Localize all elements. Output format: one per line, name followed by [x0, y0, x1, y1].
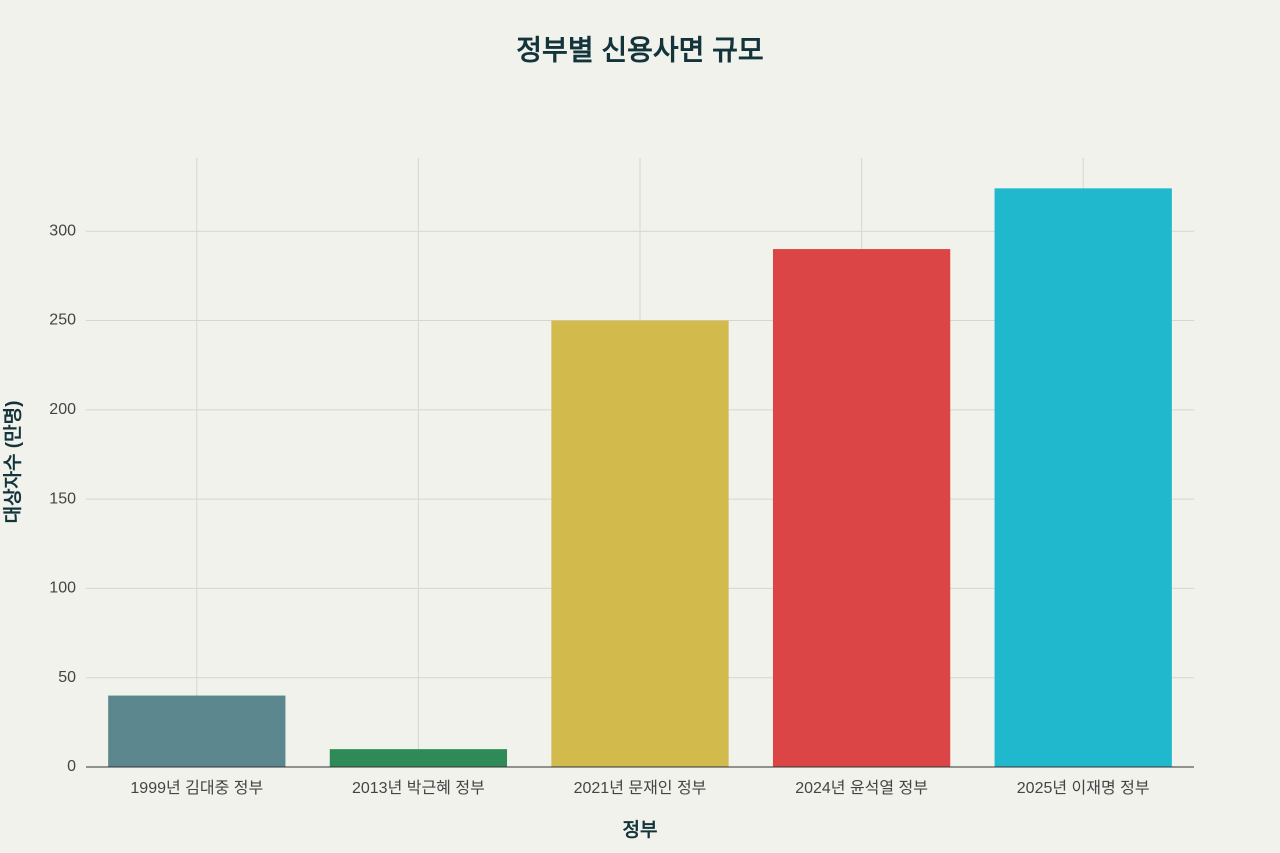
- y-tick-label: 100: [49, 580, 76, 597]
- y-tick-label: 0: [67, 758, 76, 775]
- x-tick-label: 2025년 이재명 정부: [1017, 779, 1150, 797]
- chart-title: 정부별 신용사면 규모: [516, 34, 763, 65]
- bar: [772, 249, 951, 768]
- x-axis-title: 정부: [623, 819, 658, 841]
- y-axis-title: 대상자수 (만명): [2, 401, 24, 524]
- bar: [551, 320, 729, 767]
- y-tick-label: 150: [49, 490, 76, 507]
- y-tick-label: 200: [49, 401, 76, 418]
- x-tick-label: 1999년 김대중 정부: [130, 779, 263, 797]
- y-tick-label: 300: [49, 222, 76, 239]
- bar: [329, 749, 508, 767]
- x-tick-label: 2021년 문재인 정부: [574, 779, 707, 797]
- x-tick-label: 2024년 윤석열 정부: [795, 779, 928, 797]
- y-tick-label: 50: [58, 669, 76, 686]
- x-tick-label: 2013년 박근혜 정부: [352, 779, 485, 797]
- bar: [994, 188, 1172, 767]
- bar: [108, 695, 286, 767]
- y-tick-label: 250: [49, 312, 76, 329]
